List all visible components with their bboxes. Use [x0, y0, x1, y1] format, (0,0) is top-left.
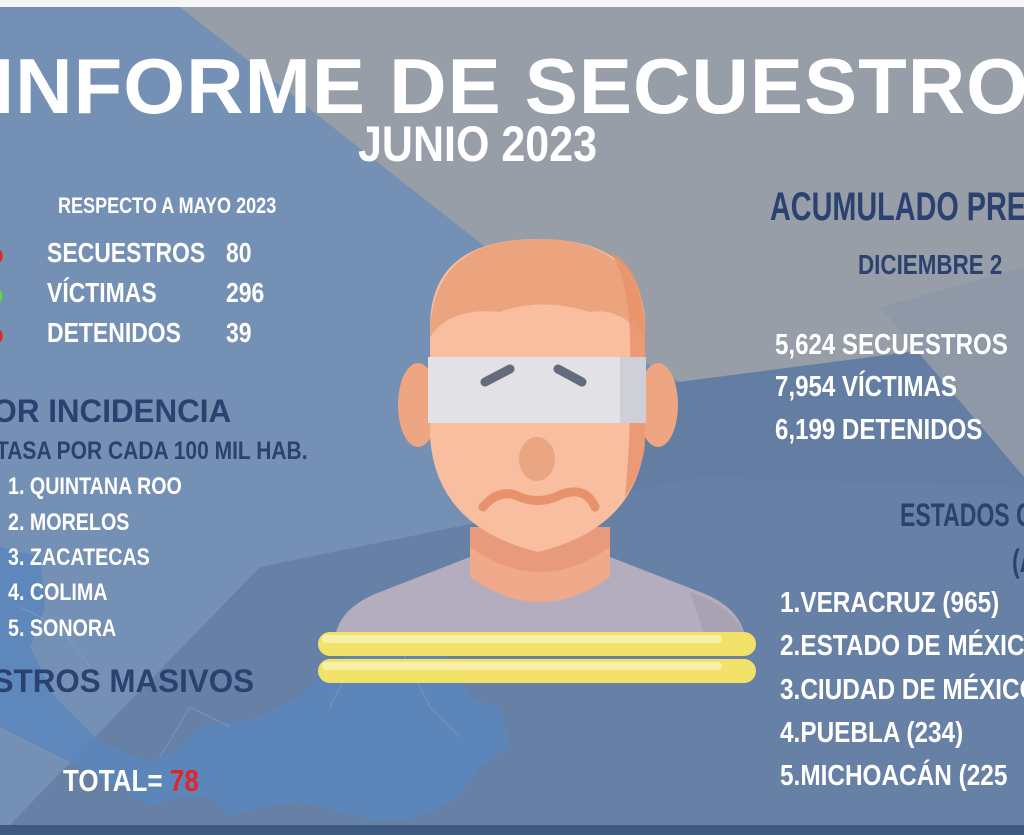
accumulated-heading: ACUMULADO PRES: [770, 185, 1024, 229]
background-shapes: [0, 7, 1024, 835]
accumulated-row-victimas: 7,954 VÍCTIMAS: [775, 371, 957, 404]
page-title: INFORME DE SECUESTROS: [0, 42, 1024, 130]
accumulated-label: VÍCTIMAS: [841, 371, 957, 403]
accumulated-row-secuestros: 5,624 SECUESTROS: [775, 329, 1008, 362]
accumulated-value: 6,199: [775, 414, 836, 446]
accumulated-since: DICIEMBRE 2: [858, 249, 1003, 280]
total-label: TOTAL=: [63, 763, 163, 798]
accumulated-label: DETENIDOS: [841, 414, 983, 446]
page-subtitle: JUNIO 2023: [358, 116, 598, 172]
total-value: 78: [169, 763, 199, 798]
top-states-subheading: (A: [1012, 543, 1024, 579]
bottom-bar: [0, 825, 1024, 835]
comparison-heading: RESPECTO A MAYO 2023: [58, 193, 277, 218]
accumulated-value: 7,954: [775, 371, 836, 403]
mass-kidnappings-heading: STROS MASIVOS: [0, 663, 255, 699]
incidence-item: 1. QUINTANA ROO: [8, 473, 182, 500]
comparison-label: DETENIDOS: [47, 317, 181, 348]
top-state-item: 3.CIUDAD DE MÉXICO: [780, 674, 1024, 706]
mass-kidnappings-total: TOTAL= 78: [63, 763, 199, 799]
incidence-item: 5. SONORA: [8, 615, 117, 642]
top-states-heading: ESTADOS C: [900, 497, 1024, 533]
comparison-label: SECUESTROS: [47, 237, 206, 268]
top-state-item: 2.ESTADO DE MÉXICO: [780, 630, 1024, 662]
top-state-item: 4.PUEBLA (234): [780, 717, 964, 749]
comparison-value: 296: [226, 277, 265, 308]
incidence-subheading: TASA POR CADA 100 MIL HAB.: [0, 437, 308, 465]
incidence-heading: OR INCIDENCIA: [0, 393, 232, 429]
accumulated-label: SECUESTROS: [841, 329, 1008, 361]
change-percent: %: [0, 277, 3, 309]
accumulated-value: 5,624: [775, 329, 836, 361]
blindfolded-person-illustration: [318, 239, 756, 683]
change-percent: %: [0, 317, 3, 349]
incidence-item: 4. COLIMA: [8, 579, 108, 606]
infographic-canvas: INFORME DE SECUESTROS JUNIO 2023 RESPECT…: [0, 7, 1024, 835]
incidence-item: 3. ZACATECAS: [8, 544, 150, 571]
comparison-label: VÍCTIMAS: [47, 277, 157, 308]
accumulated-row-detenidos: 6,199 DETENIDOS: [775, 414, 982, 447]
top-state-item: 1.VERACRUZ (965): [780, 587, 1000, 619]
change-percent: %: [0, 237, 3, 269]
comparison-value: 80: [226, 237, 252, 268]
comparison-value: 39: [226, 317, 252, 348]
incidence-item: 2. MORELOS: [8, 509, 130, 536]
top-state-item: 5.MICHOACÁN (225: [780, 760, 1008, 792]
